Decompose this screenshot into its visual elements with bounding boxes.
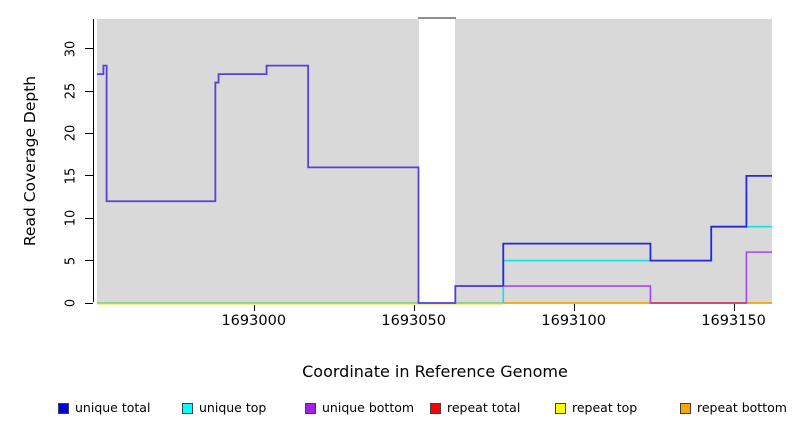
x-tick-label: 1693100 (541, 313, 606, 329)
x-tick-label: 1693000 (221, 313, 287, 329)
x-axis-tick (253, 304, 255, 311)
x-axis-tick (573, 304, 575, 311)
x-axis-tick (733, 304, 735, 311)
unique-total-swatch-icon (58, 403, 69, 414)
y-axis-title: Read Coverage Depth (21, 75, 39, 247)
y-axis-tick (85, 48, 93, 50)
x-axis-tick (413, 304, 415, 311)
legend-label: unique bottom (322, 400, 415, 415)
legend-label: repeat bottom (697, 400, 787, 415)
legend-label: unique top (199, 400, 267, 415)
y-tick-label: 25 (63, 82, 79, 100)
unique-top-swatch-icon (182, 403, 193, 414)
x-axis-title: Coordinate in Reference Genome (302, 362, 568, 381)
y-tick-label: 20 (63, 125, 79, 142)
repeat-bottom-swatch-icon (680, 403, 691, 414)
x-tick-label: 1693050 (381, 313, 446, 329)
y-tick-label: 15 (63, 167, 79, 185)
y-tick-label: 10 (63, 209, 79, 227)
legend-label: repeat total (447, 400, 521, 415)
legend: unique total unique top unique bottom re… (0, 398, 792, 422)
y-axis-tick (85, 217, 93, 219)
missing-data-band (418, 19, 455, 303)
y-axis-tick (85, 302, 93, 304)
y-tick-label: 5 (63, 256, 79, 265)
repeat-total-swatch-icon (430, 403, 441, 414)
y-axis-tick (85, 132, 93, 134)
missing-region-cap (417, 17, 456, 19)
unique-bottom-swatch-icon (305, 403, 316, 414)
y-axis-line (93, 19, 94, 302)
y-axis-tick (85, 90, 93, 92)
repeat-top-swatch-icon (555, 403, 566, 414)
x-tick-label: 1693150 (701, 313, 766, 329)
legend-label: unique total (75, 400, 151, 415)
y-tick-label: 0 (63, 298, 79, 308)
legend-label: repeat top (572, 400, 638, 415)
y-axis-tick (85, 175, 93, 177)
y-axis-tick (85, 260, 93, 262)
y-tick-label: 30 (63, 40, 79, 57)
